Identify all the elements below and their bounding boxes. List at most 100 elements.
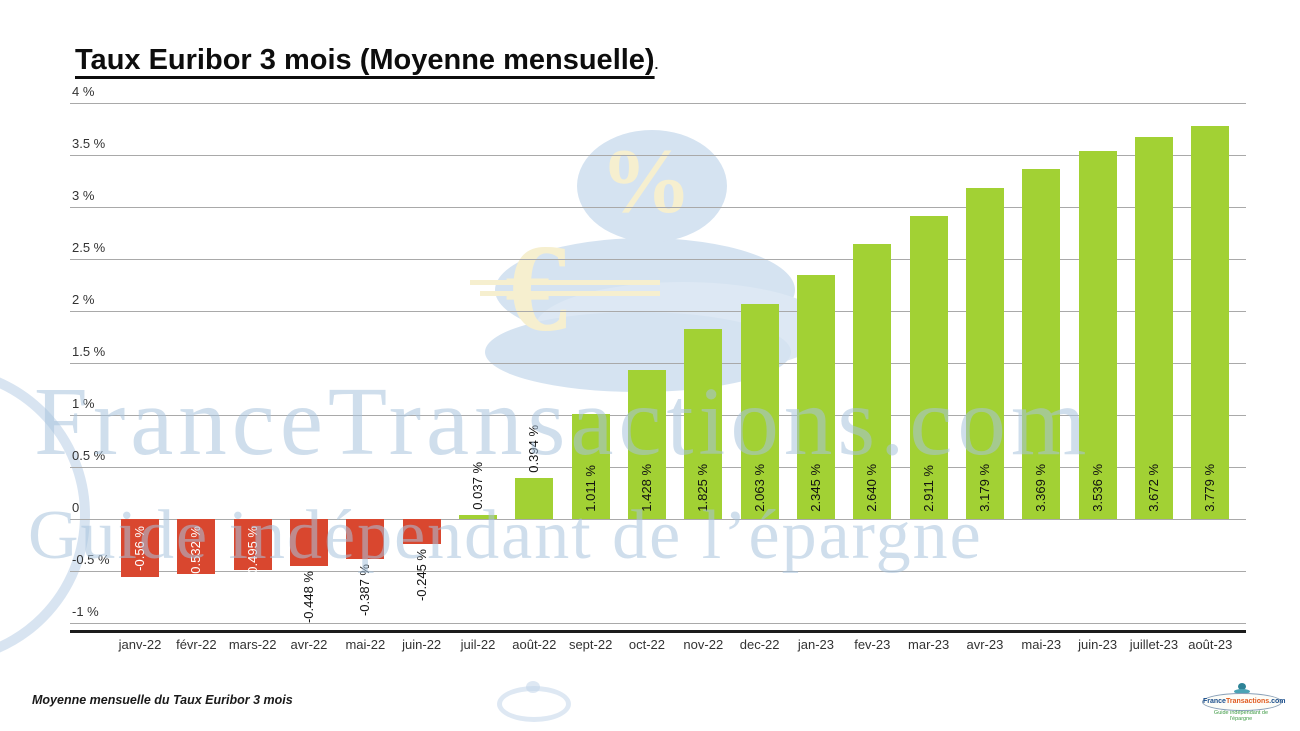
gridline [70, 623, 1246, 624]
bar-value-label: 1.825 % [695, 464, 711, 512]
bar-value-label: 3.179 % [976, 464, 992, 512]
y-tick-label: -1 % [72, 604, 99, 619]
x-tick-label: oct-22 [628, 637, 666, 652]
logo-wordmark: FranceTransactions.com [1202, 693, 1286, 711]
bar [796, 275, 835, 519]
bar-column: 3.536 % [1070, 103, 1126, 631]
gridline [70, 207, 1246, 208]
logo-tagline: Guide indépendant de l'épargne [1213, 710, 1269, 722]
gridline [70, 155, 1246, 156]
x-tick-label: avr-23 [966, 637, 1004, 652]
x-tick-label: janv-22 [118, 637, 162, 652]
bar-value-label: 3.369 % [1033, 464, 1049, 512]
x-axis-line [70, 630, 1246, 633]
france-transactions-logo[interactable]: FranceTransactions.com Guide indépendant… [1202, 683, 1286, 722]
bar-value-label: 2.640 % [864, 464, 880, 512]
y-tick-label: 1.5 % [72, 344, 106, 359]
watermark-small-logo [497, 681, 571, 722]
bar-value-label: 0.037 % [469, 462, 485, 511]
bar-value-label: 1.428 % [638, 464, 654, 512]
x-tick-label: juillet-23 [1129, 637, 1179, 652]
bar [1022, 168, 1061, 519]
bar [402, 519, 441, 545]
bar-value-label: -0.532 % [188, 526, 204, 579]
y-tick-label: 3.5 % [72, 136, 106, 151]
x-tick-label: mars-22 [228, 637, 277, 652]
bar [740, 304, 779, 519]
gridline [70, 259, 1246, 260]
bar-value-label: 1.011 % [582, 465, 598, 512]
bar-value-label: 2.911 % [920, 465, 936, 512]
y-tick-label: 2.5 % [72, 240, 106, 255]
bar [853, 244, 892, 519]
bar-value-label: -0.387 % [357, 564, 373, 617]
x-tick-label: juin-23 [1078, 637, 1118, 652]
bar [121, 519, 159, 578]
x-tick-label: août-22 [512, 637, 557, 652]
gridline [70, 311, 1246, 312]
bar [346, 519, 385, 560]
bar [458, 515, 497, 519]
bar-value-label: 2.063 % [751, 464, 767, 512]
x-tick-label: mar-23 [908, 637, 950, 652]
bar-value-label: 2.345 % [807, 464, 823, 512]
bar-column: 3.672 % [1126, 103, 1182, 631]
y-tick-label: 0 [72, 500, 80, 515]
bar-value-label: 3.536 % [1089, 464, 1105, 512]
x-tick-label: dec-22 [739, 637, 780, 652]
bar [289, 519, 328, 566]
mascot-head [577, 130, 727, 242]
bar [684, 329, 723, 519]
y-tick-label: 1 % [72, 396, 95, 411]
bar [571, 413, 610, 519]
bar-column: 3.779 % [1182, 103, 1238, 631]
bar-column: -0.532 % [168, 103, 224, 631]
bar-value-label: -0.56 % [132, 526, 147, 571]
gridline [70, 519, 1246, 520]
y-tick-label: 4 % [72, 84, 95, 99]
bar [909, 216, 948, 519]
bar [965, 188, 1004, 519]
bar-value-label: -0.245 % [413, 549, 429, 602]
x-tick-label: sept-22 [568, 637, 613, 652]
bar-column: 0.394 % [506, 103, 562, 631]
bar-value-label: 0.394 % [526, 425, 542, 474]
bar-column: -0.387 % [337, 103, 393, 631]
x-tick-label: août-23 [1188, 637, 1233, 652]
bar-column: 1.011 % [563, 103, 619, 631]
x-tick-label: mai-22 [345, 637, 386, 652]
bar [627, 370, 666, 519]
x-tick-label: nov-22 [683, 637, 724, 652]
chart-caption: Moyenne mensuelle du Taux Euribor 3 mois [32, 693, 293, 707]
gridline [70, 571, 1246, 572]
bar-column: 2.345 % [788, 103, 844, 631]
bar-column: 2.063 % [732, 103, 788, 631]
percent-icon: % [600, 130, 692, 232]
bar [177, 519, 216, 575]
bar [1191, 125, 1230, 519]
x-tick-label: mai-23 [1021, 637, 1062, 652]
logo-mascot-icon [1234, 689, 1250, 694]
y-tick-label: -0.5 % [72, 552, 110, 567]
bar-value-label: -0.495 % [244, 526, 260, 579]
bar-column: 0.037 % [450, 103, 506, 631]
bar-column: -0.245 % [394, 103, 450, 631]
bar-column: 3.369 % [1013, 103, 1069, 631]
x-tick-label: févr-22 [176, 637, 217, 652]
gridline [70, 103, 1246, 104]
bar [515, 478, 554, 519]
x-tick-label: juin-22 [402, 637, 442, 652]
x-tick-label: jan-23 [797, 637, 835, 652]
x-tick-label: avr-22 [290, 637, 328, 652]
bar-value-label: -0.448 % [300, 570, 316, 623]
bar-value-label: 3.779 % [1202, 464, 1218, 512]
bar-column: 1.428 % [619, 103, 675, 631]
y-tick-label: 2 % [72, 292, 95, 307]
gridline [70, 363, 1246, 364]
x-tick-label: juil-22 [460, 637, 496, 652]
bar-column: 2.911 % [901, 103, 957, 631]
bar [1134, 137, 1173, 519]
bar-column: -0.495 % [225, 103, 281, 631]
x-tick-label: fev-23 [854, 637, 891, 652]
bar-column: -0.56 % [112, 103, 168, 631]
